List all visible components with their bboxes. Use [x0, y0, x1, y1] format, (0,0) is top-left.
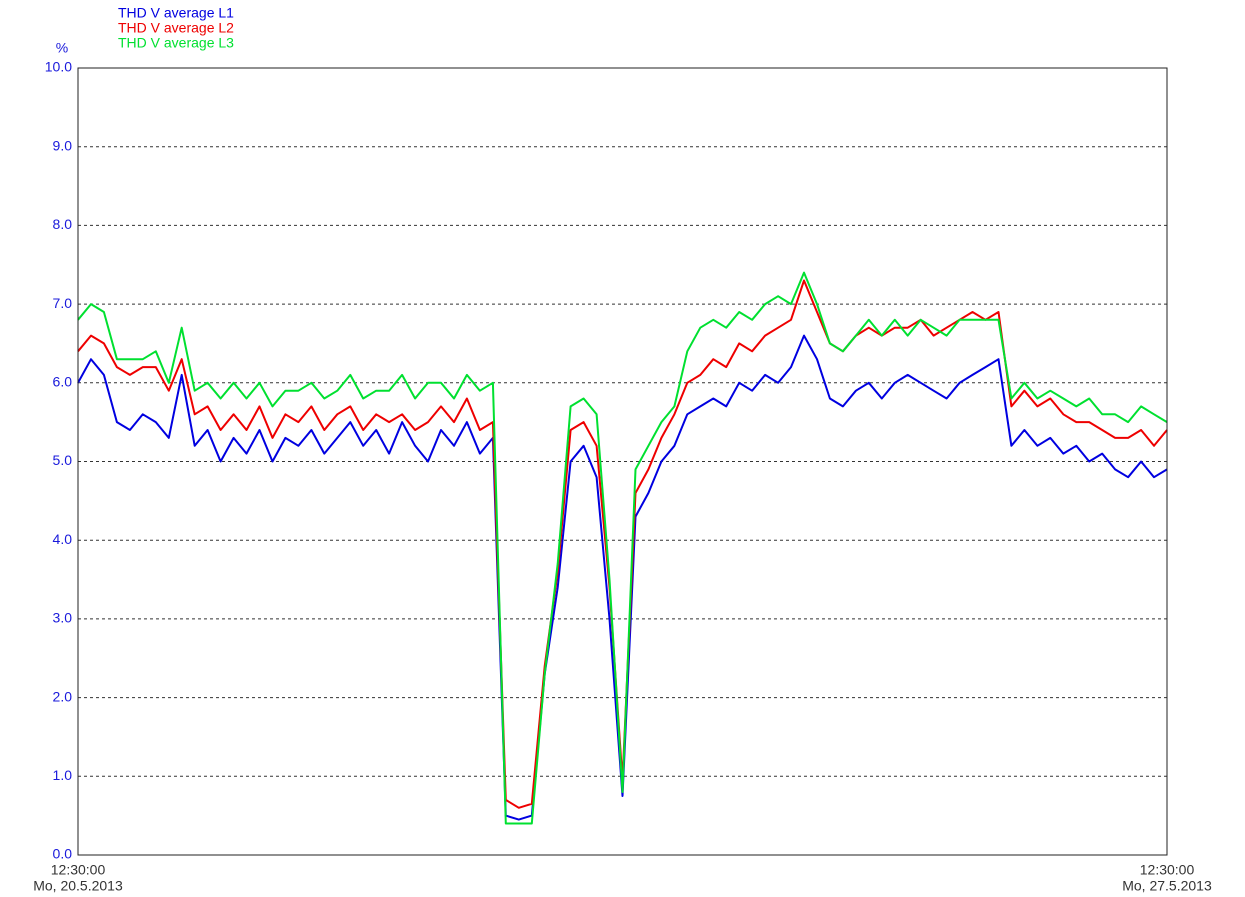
series-line — [77, 271, 1168, 825]
y-unit: % — [56, 40, 68, 56]
x-tick-label: 12:30:00 — [1140, 862, 1195, 878]
x-tick-label: 12:30:00 — [51, 862, 106, 878]
y-tick-label: 5.0 — [53, 452, 73, 468]
y-tick-label: 10.0 — [45, 59, 72, 75]
legend-entry: THD V average L2 — [118, 20, 234, 36]
y-tick-label: 7.0 — [53, 295, 73, 311]
y-tick-label: 4.0 — [53, 531, 73, 547]
y-tick-label: 3.0 — [53, 610, 73, 626]
x-tick-label: Mo, 27.5.2013 — [1122, 878, 1212, 894]
y-tick-label: 1.0 — [53, 767, 73, 783]
y-tick-label: 8.0 — [53, 216, 73, 232]
plot-frame — [77, 67, 1168, 856]
series-line — [77, 279, 1168, 809]
y-tick-label: 9.0 — [53, 137, 73, 153]
y-tick-label: 6.0 — [53, 374, 73, 390]
series-line — [77, 334, 1168, 821]
y-tick-label: 2.0 — [53, 688, 73, 704]
y-tick-label: 0.0 — [53, 846, 73, 862]
x-tick-label: Mo, 20.5.2013 — [33, 878, 123, 894]
legend-entry: THD V average L3 — [118, 35, 234, 51]
legend-entry: THD V average L1 — [118, 5, 234, 21]
